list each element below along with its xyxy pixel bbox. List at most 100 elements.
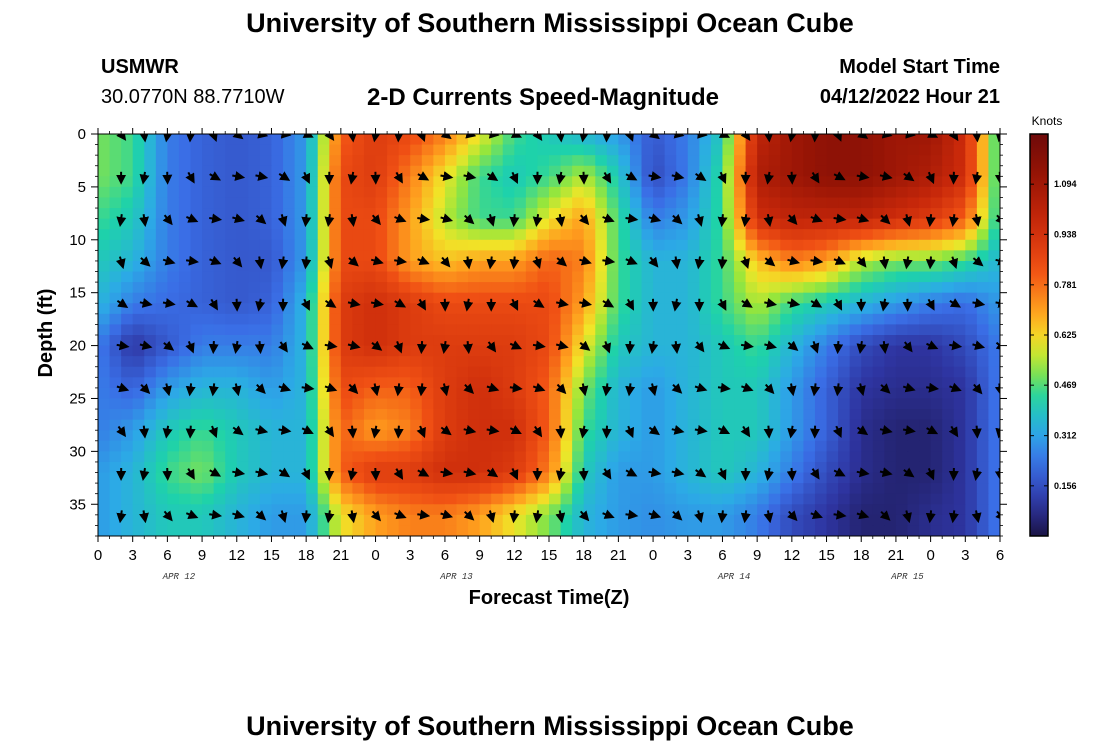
heatmap-cell (433, 186, 446, 199)
heatmap-cell (456, 155, 469, 167)
heatmap-cell (375, 419, 388, 431)
heatmap-cell (468, 430, 481, 442)
heatmap-cell (248, 165, 261, 177)
heatmap-cell (710, 218, 724, 230)
heatmap-cell (757, 461, 770, 474)
heatmap-cell (294, 366, 307, 378)
heatmap-cell (664, 303, 677, 315)
heatmap-cell (606, 335, 619, 347)
heatmap-cell (757, 239, 770, 251)
heatmap-cell (525, 313, 539, 326)
heatmap-cell (942, 398, 955, 410)
current-vector (786, 467, 797, 481)
heatmap-cell (965, 461, 978, 474)
heatmap-cell (919, 134, 932, 146)
heatmap-cell (190, 197, 203, 209)
heatmap-cell (618, 155, 631, 167)
heatmap-cell (549, 144, 562, 156)
heatmap-cell (213, 356, 226, 368)
heatmap-cell (132, 419, 145, 431)
heatmap-cell (306, 356, 319, 368)
heatmap-cell (398, 282, 411, 294)
heatmap-cell (294, 292, 307, 304)
heatmap-cell (930, 345, 943, 357)
heatmap-cell (884, 451, 897, 463)
heatmap-cell (884, 144, 897, 156)
heatmap-cell (514, 387, 527, 400)
heatmap-cell (826, 387, 839, 400)
heatmap-cell (213, 155, 226, 167)
heatmap-cell (178, 514, 192, 527)
heatmap-cell (155, 229, 168, 241)
heatmap-cell (907, 176, 920, 188)
heatmap-cell (155, 461, 168, 474)
heatmap-cell (629, 165, 643, 177)
current-vector (671, 424, 685, 435)
heatmap-cell (352, 218, 365, 230)
heatmap-cell (953, 134, 966, 146)
heatmap-cell (433, 303, 446, 315)
heatmap-cell (838, 398, 851, 410)
heatmap-cell (595, 292, 608, 304)
heatmap-cell (849, 472, 862, 484)
heatmap-cell (653, 409, 666, 421)
heatmap-cell (641, 229, 654, 241)
heatmap-cell (144, 356, 157, 368)
heatmap-cell (803, 165, 816, 177)
heatmap-cell (791, 313, 805, 326)
heatmap-cell (988, 176, 1000, 188)
heatmap-cell (155, 345, 168, 357)
heatmap-cell (352, 324, 365, 336)
current-vector (763, 134, 774, 143)
heatmap-cell (988, 493, 1000, 505)
heatmap-cell (225, 504, 238, 516)
heatmap-cell (768, 461, 781, 474)
heatmap-cell (722, 324, 735, 336)
heatmap-cell (583, 239, 596, 251)
heatmap-cell (710, 483, 724, 495)
current-vector (463, 171, 477, 181)
heatmap-cell (98, 250, 111, 262)
current-vector (302, 134, 314, 138)
heatmap-cell (618, 197, 631, 209)
heatmap-cell (329, 239, 342, 251)
heatmap-cell (942, 282, 955, 294)
heatmap-cell (641, 303, 654, 315)
heatmap-cell (722, 440, 735, 452)
heatmap-cell (433, 155, 446, 167)
heatmap-cell (710, 356, 724, 368)
heatmap-cell (202, 514, 215, 527)
heatmap-cell (98, 292, 111, 304)
heatmap-cell (202, 144, 215, 156)
heatmap-cell (583, 165, 596, 177)
heatmap-cell (664, 483, 677, 495)
heatmap-cell (826, 335, 839, 347)
heatmap-cell (826, 472, 839, 484)
heatmap-cell (803, 419, 816, 431)
heatmap-cell (930, 398, 943, 410)
heatmap-cell (930, 324, 943, 336)
heatmap-cell (329, 430, 342, 442)
heatmap-cell (965, 430, 978, 442)
heatmap-cell (144, 271, 157, 283)
heatmap-cell (178, 208, 192, 220)
heatmap-cell (560, 440, 573, 452)
heatmap-cell (976, 186, 990, 199)
heatmap-cell (988, 525, 1000, 536)
heatmap-cell (710, 514, 724, 527)
heatmap-cell (491, 366, 504, 378)
heatmap-cell (525, 356, 539, 368)
heatmap-cell (549, 250, 562, 262)
heatmap-cell (537, 208, 550, 220)
current-vector (347, 171, 358, 185)
heatmap-cell (121, 483, 134, 495)
x-tick-label: 0 (94, 547, 102, 564)
current-vector (139, 134, 150, 143)
heatmap-cell (872, 176, 885, 188)
heatmap-cell (895, 271, 909, 283)
heatmap-cell (583, 514, 596, 527)
heatmap-cell (387, 504, 400, 516)
heatmap-cell (387, 250, 400, 262)
heatmap-cell (838, 514, 851, 527)
current-vector (485, 214, 496, 227)
